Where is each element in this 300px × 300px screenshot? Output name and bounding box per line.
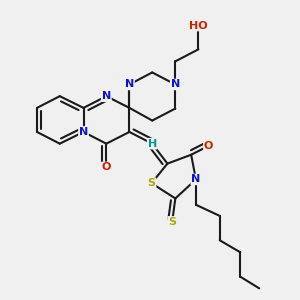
Text: N: N [79,127,88,137]
Text: N: N [191,174,200,184]
Text: HO: HO [189,21,208,31]
Text: S: S [148,178,156,188]
Text: S: S [168,217,176,227]
Text: H: H [148,139,157,149]
Text: N: N [171,80,180,89]
Text: N: N [102,91,111,101]
Text: O: O [204,141,213,151]
Text: N: N [125,80,134,89]
Text: O: O [102,162,111,172]
